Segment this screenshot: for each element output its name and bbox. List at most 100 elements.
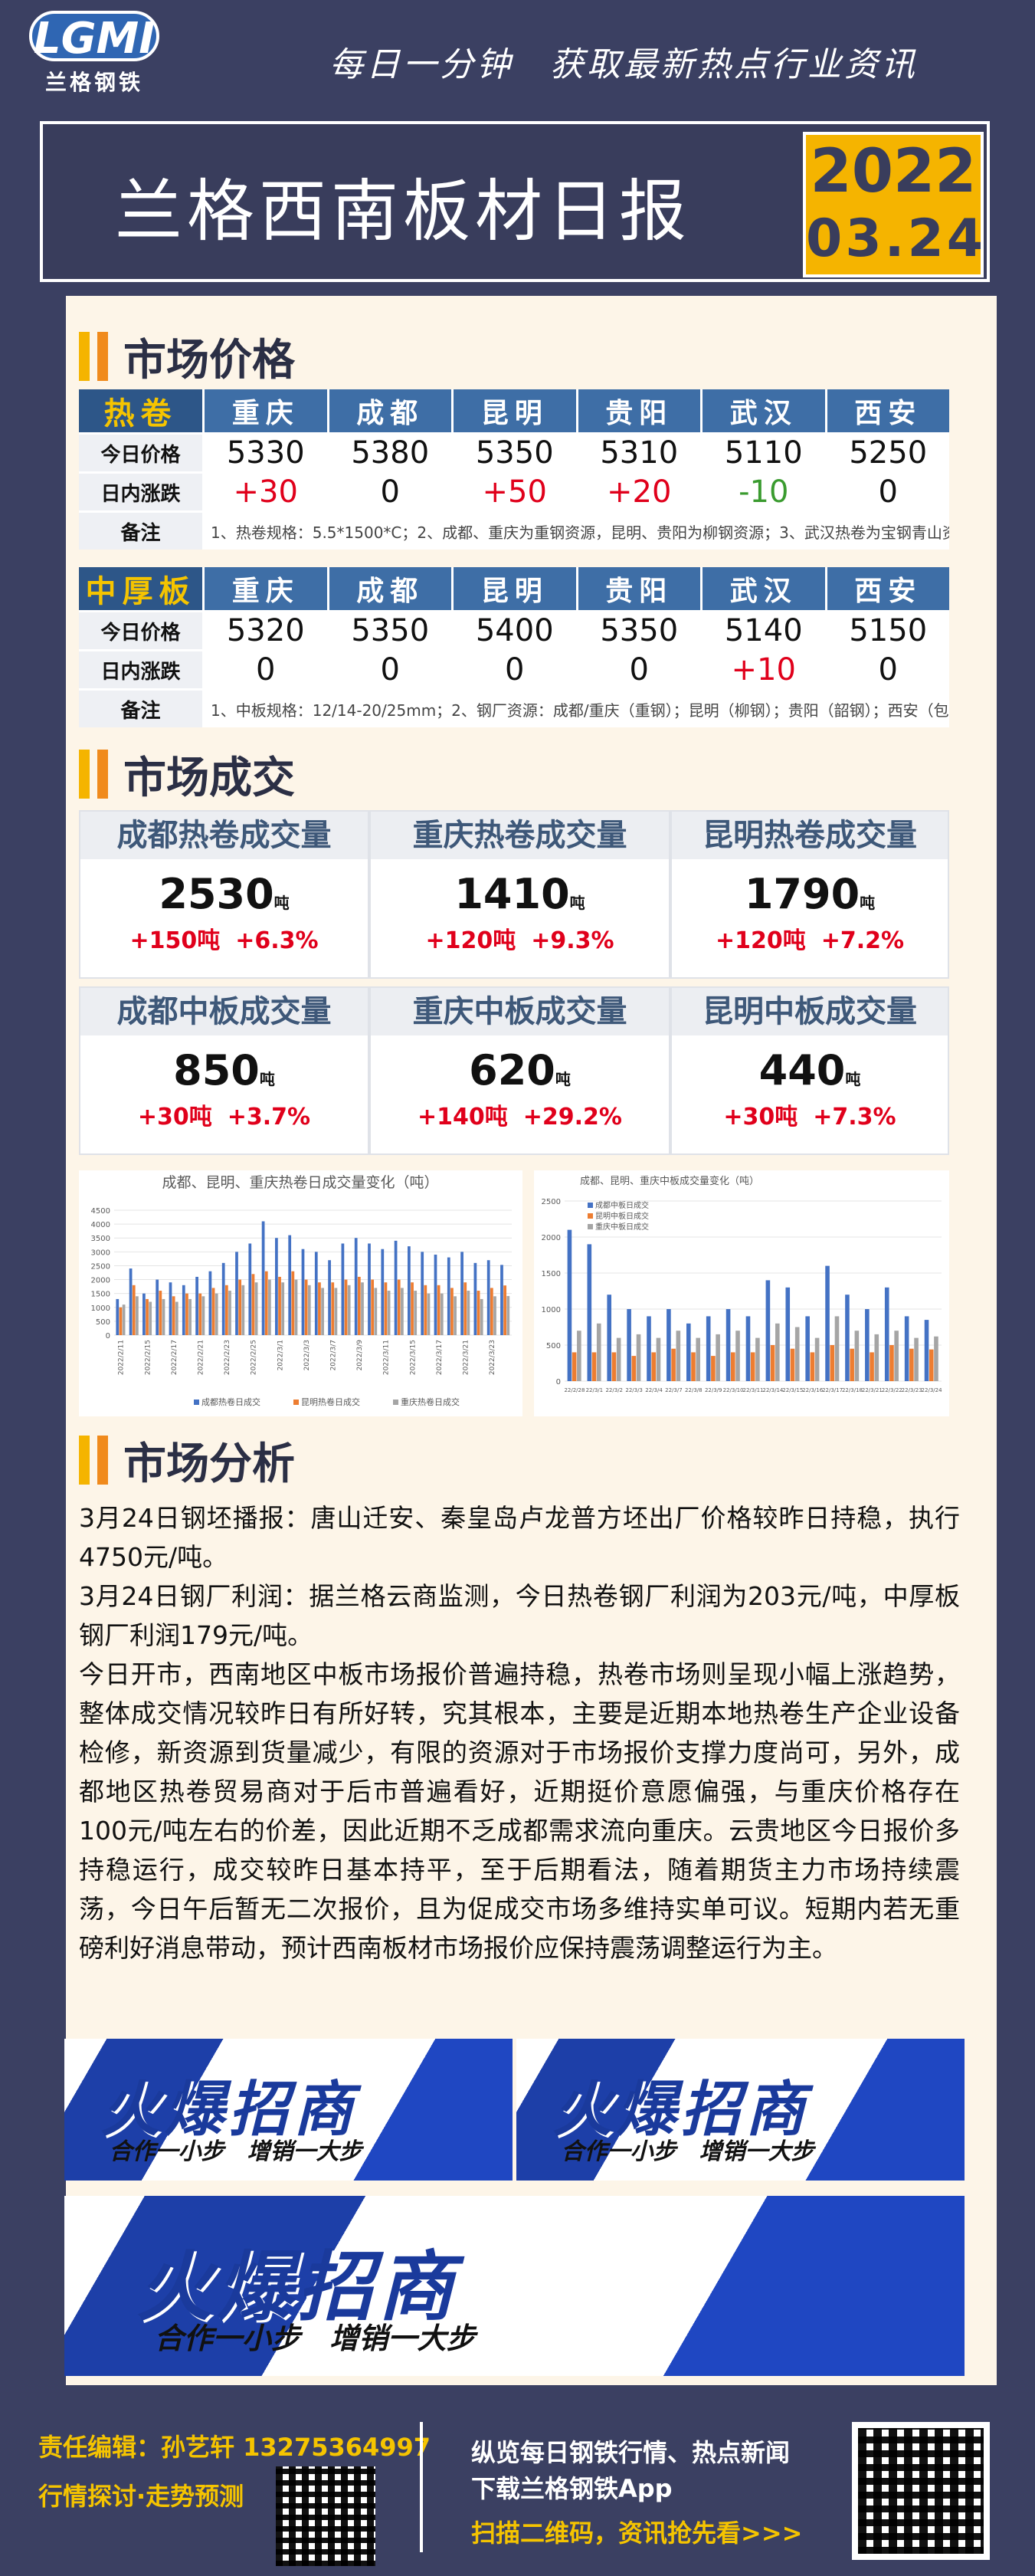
legend-swatch [393, 1400, 398, 1405]
bar [765, 1280, 771, 1381]
price: 5320 [205, 612, 327, 649]
volume-change-row: +120吨 +9.3% [371, 921, 669, 955]
bar [865, 1309, 870, 1381]
volume-change: +140吨 [418, 1104, 508, 1130]
city-header: 贵阳 [578, 389, 700, 432]
bar [254, 1282, 258, 1335]
row-label: 备注 [79, 513, 202, 550]
y-tick-label: 500 [546, 1342, 561, 1350]
bar [587, 1244, 592, 1381]
city-header: 西安 [827, 567, 949, 610]
volume-change: +30吨 [723, 1104, 798, 1130]
bar [401, 1288, 404, 1335]
slogan: 每日一分钟 获取最新热点行业资讯 [329, 45, 918, 84]
volume-value-row: 850吨 [80, 1046, 368, 1094]
row-label: 今日价格 [79, 612, 202, 649]
x-tick-label: 22/3/8 [685, 1387, 703, 1393]
price-change: 0 [205, 651, 327, 688]
logo-name: 兰格钢铁 [44, 70, 143, 95]
qr-code [852, 2422, 990, 2560]
bar [591, 1352, 597, 1381]
x-tick-label: 22/3/3 [625, 1387, 643, 1393]
bar [790, 1348, 795, 1381]
paragraph: 3月24日钢坯播报：唐山迁安、秦皇岛卢龙普方坯出厂价格较昨日持稳，执行4750元… [79, 1503, 960, 1572]
bar [490, 1288, 493, 1335]
x-tick-label: 22/3/21 [862, 1387, 883, 1393]
volume-card: 昆明中板成交量 440吨 +30吨 +7.3% [670, 986, 949, 1155]
city-header: 贵阳 [578, 567, 700, 610]
bar [434, 1254, 437, 1335]
bar [318, 1282, 321, 1335]
bar [611, 1352, 617, 1381]
volume-value-row: 440吨 [672, 1046, 948, 1094]
y-tick-label: 4500 [91, 1207, 110, 1216]
legend-label: 成都热卷日成交 [201, 1396, 260, 1407]
volume-card: 成都中板成交量 850吨 +30吨 +3.7% [79, 986, 369, 1155]
bar [304, 1279, 308, 1335]
x-tick-label: 22/2/28 [564, 1387, 585, 1393]
price: 5350 [454, 435, 576, 471]
x-tick-label: 22/3/24 [922, 1387, 943, 1393]
bar [251, 1274, 255, 1335]
section-title: 市场分析 [123, 1439, 295, 1489]
volume-change-row: +140吨 +29.2% [371, 1098, 669, 1131]
volume-value-row: 1790吨 [672, 870, 948, 918]
bar [454, 1296, 457, 1335]
chart: 成都、昆明、重庆热卷日成交量变化（吨） 0 500 1000 1500 2000 2500 3… [79, 1170, 522, 1416]
topic: 行情探讨·走势预测 [38, 2482, 244, 2511]
bar [294, 1279, 298, 1335]
year: 2022 [810, 137, 977, 206]
chart: 成都、昆明、重庆中板成交量变化（吨） 0 500 1000 1500 2000 2500 22… [534, 1170, 949, 1416]
x-tick-label: 22/3/14 [762, 1387, 784, 1393]
volume-pct: +6.3% [235, 927, 319, 954]
card-title: 昆明中板成交量 [672, 988, 948, 1035]
bar [347, 1285, 351, 1335]
bar [904, 1316, 909, 1381]
bar [288, 1235, 292, 1335]
paragraph: 3月24日钢厂利润：据兰格云商监测，今日热卷钢厂利润为203元/吨，中厚板钢厂利… [79, 1581, 960, 1650]
y-tick-label: 2000 [542, 1234, 561, 1242]
bar [211, 1288, 215, 1335]
legend-swatch [194, 1400, 199, 1405]
price-change: +20 [578, 474, 700, 510]
bar [275, 1238, 278, 1335]
x-tick-label: 2022/2/15 [144, 1340, 152, 1375]
volume-unit: 吨 [569, 894, 585, 912]
bar [185, 1293, 188, 1335]
bar [750, 1352, 755, 1381]
bar [486, 1260, 490, 1335]
bar [241, 1285, 245, 1335]
bar [825, 1265, 830, 1381]
bar [463, 1282, 467, 1335]
price-change: +10 [703, 651, 825, 688]
bar [794, 1327, 800, 1381]
bar [450, 1288, 454, 1335]
bar [894, 1331, 899, 1381]
bar [686, 1323, 691, 1381]
bar [235, 1252, 238, 1335]
bar [162, 1298, 165, 1335]
section-title: 市场成交 [123, 753, 295, 803]
volume-change-row: +30吨 +7.3% [672, 1098, 948, 1131]
bar [440, 1293, 444, 1335]
legend-swatch [588, 1203, 593, 1208]
price: 5380 [329, 435, 451, 471]
volume-value: 1790 [744, 870, 860, 918]
y-tick-label: 1000 [542, 1306, 561, 1314]
bar [238, 1279, 242, 1335]
bar [228, 1291, 231, 1335]
logo-mark: LGMI [29, 11, 159, 64]
price-change: 0 [454, 651, 576, 688]
x-tick-label: 2022/2/17 [171, 1340, 179, 1375]
price-change: 0 [827, 651, 949, 688]
bar [291, 1271, 295, 1335]
price-change: +30 [205, 474, 327, 510]
bar [755, 1337, 760, 1381]
bar [870, 1352, 874, 1381]
bar [651, 1352, 657, 1381]
bar [188, 1298, 192, 1335]
price-change: 0 [578, 651, 700, 688]
section-header: 市场分析 [79, 1433, 295, 1489]
promo-line: 纵览每日钢铁行情、热点新闻 [471, 2438, 791, 2467]
